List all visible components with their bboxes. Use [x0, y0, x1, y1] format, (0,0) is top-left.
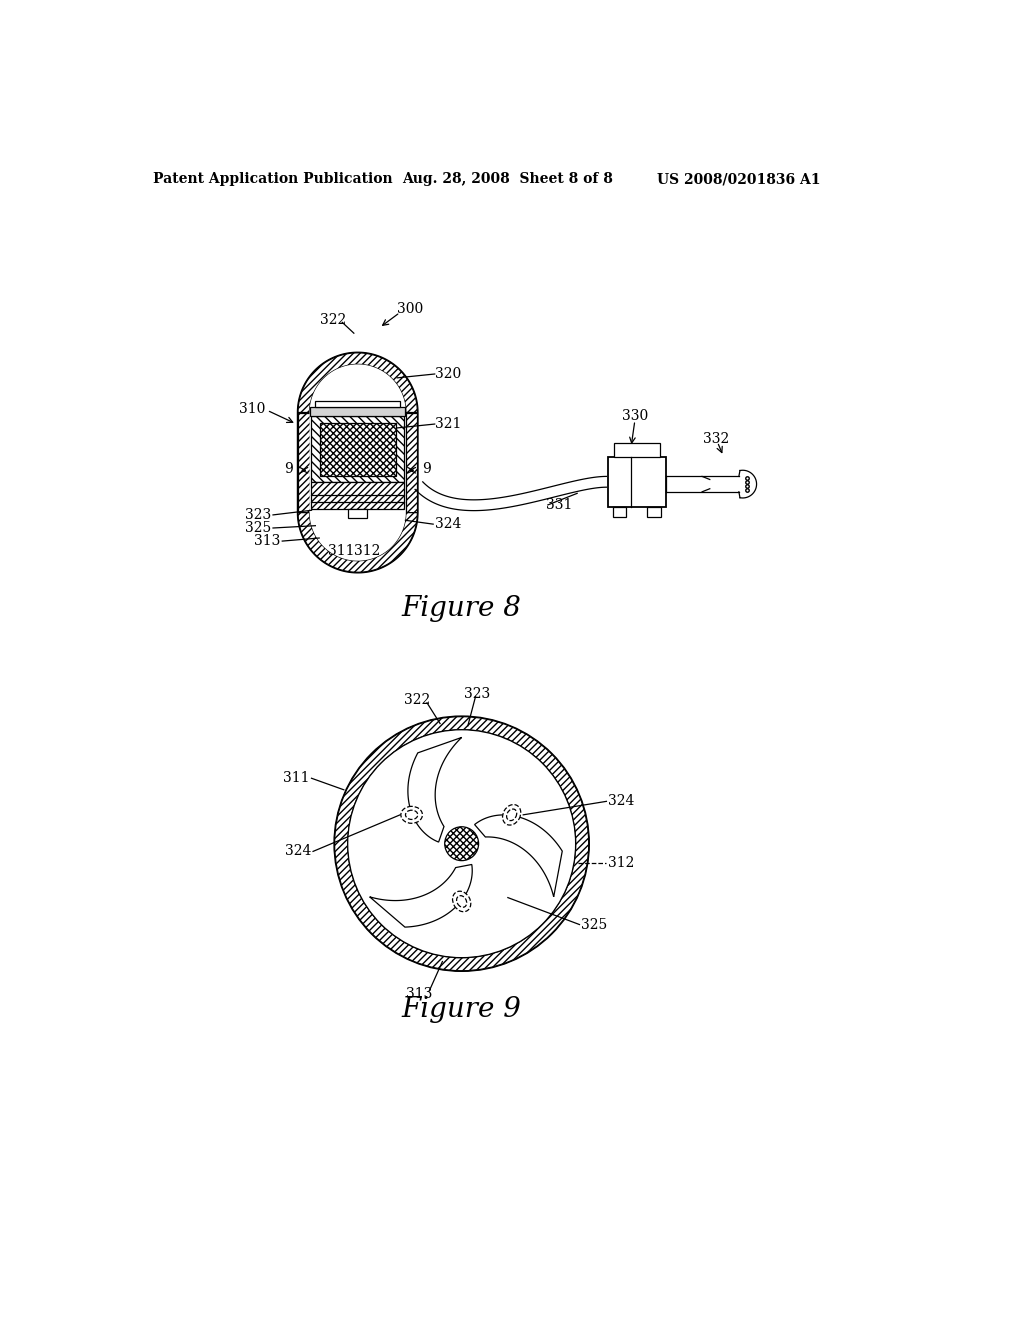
Text: Figure 8: Figure 8 [401, 595, 521, 622]
Ellipse shape [453, 891, 471, 912]
Polygon shape [406, 412, 418, 512]
Bar [647, 507, 662, 517]
Ellipse shape [406, 810, 418, 820]
Text: 312: 312 [608, 855, 634, 870]
Polygon shape [474, 814, 562, 896]
Bar [348, 508, 368, 517]
Polygon shape [408, 738, 462, 842]
Text: 324: 324 [435, 517, 461, 531]
Text: 324: 324 [608, 795, 634, 808]
Bar [612, 507, 627, 517]
Text: 313: 313 [407, 987, 432, 1001]
Text: 313: 313 [254, 535, 281, 548]
Text: 320: 320 [435, 367, 461, 381]
Bar [315, 401, 400, 407]
Text: 332: 332 [702, 433, 729, 446]
Text: 325: 325 [581, 917, 607, 932]
Polygon shape [311, 482, 404, 508]
Text: 321: 321 [435, 417, 461, 432]
Text: 330: 330 [622, 409, 648, 424]
Text: 323: 323 [464, 686, 490, 701]
Text: 325: 325 [245, 521, 271, 535]
Text: 311: 311 [328, 544, 354, 558]
Text: 322: 322 [403, 693, 430, 706]
Text: 311: 311 [284, 771, 310, 785]
Text: 331: 331 [547, 498, 572, 512]
Bar [614, 444, 659, 457]
Ellipse shape [457, 896, 467, 907]
Polygon shape [298, 512, 418, 573]
Ellipse shape [507, 809, 517, 821]
Text: 322: 322 [319, 313, 346, 327]
Text: 323: 323 [245, 508, 271, 521]
Text: Figure 9: Figure 9 [401, 995, 521, 1023]
Polygon shape [309, 364, 406, 561]
Text: 310: 310 [239, 401, 265, 416]
Polygon shape [319, 422, 396, 475]
Text: Patent Application Publication: Patent Application Publication [154, 172, 393, 186]
Text: 9: 9 [422, 462, 431, 475]
Bar [608, 457, 666, 507]
Text: 324: 324 [285, 845, 311, 858]
Text: Aug. 28, 2008  Sheet 8 of 8: Aug. 28, 2008 Sheet 8 of 8 [402, 172, 613, 186]
Text: US 2008/0201836 A1: US 2008/0201836 A1 [657, 172, 820, 186]
Text: 300: 300 [397, 301, 423, 315]
Polygon shape [311, 416, 404, 482]
Text: 312: 312 [353, 544, 380, 558]
Polygon shape [298, 412, 309, 512]
Ellipse shape [503, 805, 521, 825]
Polygon shape [298, 352, 418, 412]
Circle shape [348, 730, 575, 958]
Wedge shape [335, 717, 589, 970]
Bar [310, 407, 406, 416]
Circle shape [444, 826, 478, 861]
Text: 9: 9 [285, 462, 293, 475]
Circle shape [335, 717, 589, 970]
Polygon shape [370, 865, 472, 927]
Polygon shape [298, 352, 418, 573]
Ellipse shape [400, 807, 423, 824]
